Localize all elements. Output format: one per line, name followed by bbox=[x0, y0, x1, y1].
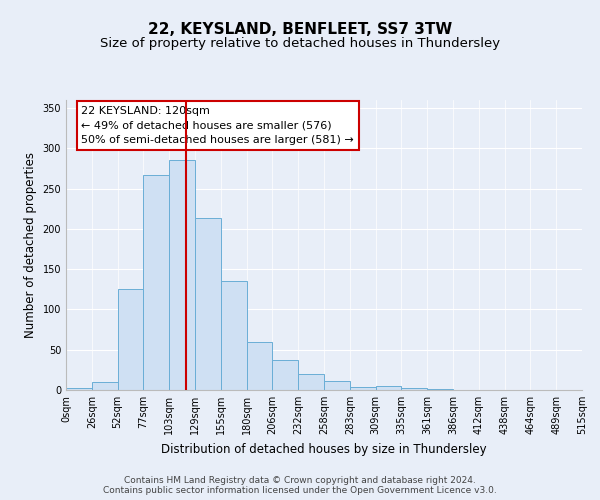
Bar bbox=[195, 218, 221, 390]
Bar bbox=[376, 386, 401, 390]
Bar bbox=[66, 388, 92, 390]
Bar bbox=[143, 175, 169, 390]
Bar bbox=[221, 281, 247, 390]
Text: Size of property relative to detached houses in Thundersley: Size of property relative to detached ho… bbox=[100, 38, 500, 51]
Text: 22, KEYSLAND, BENFLEET, SS7 3TW: 22, KEYSLAND, BENFLEET, SS7 3TW bbox=[148, 22, 452, 38]
Bar bbox=[350, 387, 376, 390]
Text: 22 KEYSLAND: 120sqm
← 49% of detached houses are smaller (576)
50% of semi-detac: 22 KEYSLAND: 120sqm ← 49% of detached ho… bbox=[82, 106, 354, 146]
Bar bbox=[324, 381, 350, 390]
Bar bbox=[298, 374, 324, 390]
Bar bbox=[92, 382, 118, 390]
Bar bbox=[401, 388, 427, 390]
Bar bbox=[169, 160, 195, 390]
X-axis label: Distribution of detached houses by size in Thundersley: Distribution of detached houses by size … bbox=[161, 442, 487, 456]
Bar bbox=[427, 389, 453, 390]
Bar bbox=[118, 290, 143, 390]
Y-axis label: Number of detached properties: Number of detached properties bbox=[24, 152, 37, 338]
Bar bbox=[247, 342, 272, 390]
Bar bbox=[272, 360, 298, 390]
Text: Contains HM Land Registry data © Crown copyright and database right 2024.
Contai: Contains HM Land Registry data © Crown c… bbox=[103, 476, 497, 495]
